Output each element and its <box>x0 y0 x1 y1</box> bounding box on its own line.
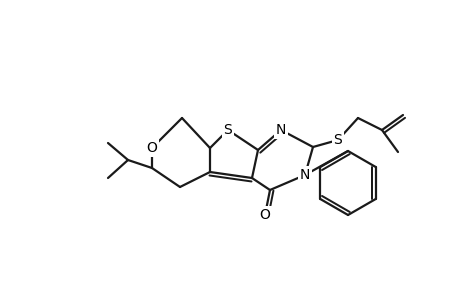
Text: N: N <box>275 123 285 137</box>
Text: O: O <box>146 141 157 155</box>
Text: S: S <box>223 123 232 137</box>
Text: S: S <box>333 133 341 147</box>
Text: N: N <box>299 168 309 182</box>
Text: O: O <box>259 208 270 222</box>
